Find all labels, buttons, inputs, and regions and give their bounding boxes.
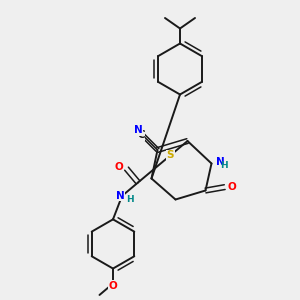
Text: O: O bbox=[114, 162, 123, 172]
Text: H: H bbox=[220, 161, 228, 170]
Text: C: C bbox=[137, 130, 145, 140]
Text: N: N bbox=[116, 191, 125, 201]
Text: N: N bbox=[134, 125, 142, 136]
Text: H: H bbox=[126, 195, 133, 204]
Text: N: N bbox=[216, 157, 225, 167]
Text: S: S bbox=[167, 151, 174, 160]
Text: O: O bbox=[228, 182, 236, 192]
Text: O: O bbox=[109, 281, 117, 291]
